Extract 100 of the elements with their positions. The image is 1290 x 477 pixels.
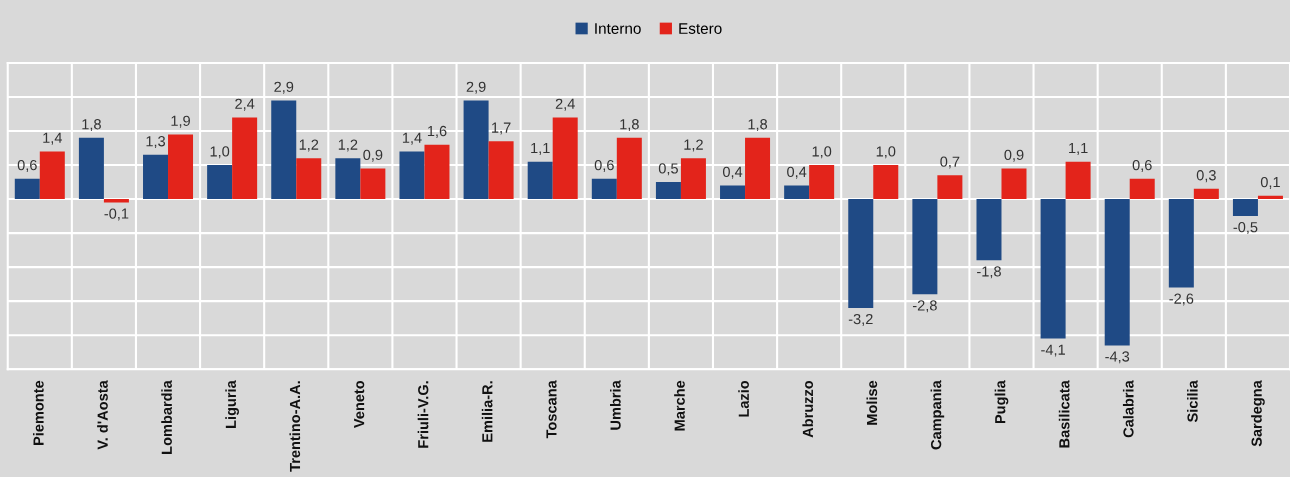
- data-label: 2,4: [235, 98, 255, 111]
- data-label: 1,4: [43, 132, 63, 145]
- x-tick-label: Emilia-R.: [481, 381, 493, 442]
- bar: [784, 185, 810, 200]
- data-label: 0,9: [363, 149, 383, 162]
- x-tick-label: Campania: [930, 380, 945, 450]
- bar: [552, 117, 578, 200]
- bar: [168, 134, 194, 200]
- x-tick-label: Liguria: [225, 380, 239, 428]
- x-tick-label: Veneto: [354, 380, 365, 429]
- data-label: -2,8: [912, 300, 937, 313]
- data-label: 1,2: [684, 139, 703, 152]
- x-tick-label: Abruzzo: [802, 380, 814, 438]
- data-label: 1,0: [210, 146, 230, 159]
- data-label: -3,2: [848, 313, 873, 326]
- bar: [14, 178, 40, 200]
- bar: [1104, 199, 1130, 346]
- bar: [296, 158, 322, 200]
- bar: [1193, 188, 1219, 200]
- bar: [745, 137, 771, 200]
- x-tick-label: Calabria: [1122, 380, 1134, 438]
- bar: [848, 199, 874, 308]
- data-label: 1,8: [82, 119, 101, 132]
- x-tick-label: Molise: [866, 380, 878, 425]
- data-label: 1,0: [812, 146, 832, 159]
- bar: [527, 161, 553, 200]
- data-label: 0,1: [1260, 176, 1280, 189]
- x-tick-label: Sardegna: [1251, 380, 1265, 447]
- data-label: -4,3: [1105, 351, 1130, 364]
- x-tick-label: Trentino-A.A.: [289, 381, 301, 472]
- data-label: 1,1: [1069, 143, 1088, 155]
- bar: [873, 165, 899, 200]
- bar: [912, 199, 938, 295]
- bar: [207, 165, 233, 200]
- x-tick-label: Marche: [674, 380, 685, 431]
- x-tick-label: Friuli-V.G.: [417, 381, 429, 448]
- data-label: 0,7: [940, 156, 960, 169]
- bar: [720, 185, 746, 200]
- x-tick-label: Sicilia: [1187, 380, 1198, 423]
- bar: [655, 182, 681, 200]
- data-label: 0,6: [17, 159, 37, 172]
- data-label: 1,2: [338, 139, 358, 152]
- bar: [1065, 161, 1091, 200]
- legend-label: Estero: [679, 23, 722, 34]
- x-tick-label: Piemonte: [33, 380, 44, 445]
- bar: [809, 165, 835, 200]
- data-label: 1,9: [171, 115, 190, 128]
- data-label: 1,4: [402, 132, 422, 145]
- data-label: 0,4: [722, 166, 743, 179]
- data-label: 1,2: [299, 139, 319, 152]
- data-label: 0,6: [1132, 159, 1152, 172]
- bar: [78, 137, 104, 200]
- bar: [39, 151, 65, 200]
- data-label: 2,4: [555, 98, 575, 111]
- bar: [463, 100, 489, 200]
- x-tick-label: Toscana: [546, 380, 557, 439]
- bar: [143, 154, 169, 200]
- bar: [488, 141, 514, 200]
- bar: [1001, 168, 1027, 200]
- data-label: 0,6: [594, 159, 614, 172]
- data-label: 1,7: [492, 122, 511, 135]
- bar: [360, 168, 386, 200]
- bar: [1129, 178, 1155, 200]
- x-tick-label: Basilicata: [1058, 380, 1070, 448]
- x-tick-label: V. d'Aosta: [97, 380, 108, 450]
- bar: [1040, 199, 1066, 339]
- data-label: -0,1: [104, 208, 129, 221]
- x-tick-label: Lazio: [738, 380, 749, 417]
- data-label: 0,5: [658, 163, 678, 176]
- bar: [399, 151, 425, 200]
- data-label: 2,9: [274, 81, 294, 94]
- data-label: 1,0: [876, 146, 896, 159]
- bar: [232, 117, 258, 200]
- bar: [680, 158, 706, 200]
- data-label: -0,5: [1233, 222, 1258, 235]
- x-tick-label: Umbria: [610, 380, 621, 430]
- data-label: 1,6: [427, 125, 447, 138]
- bar: [976, 199, 1002, 261]
- data-label: 1,1: [531, 143, 550, 155]
- bar: [937, 175, 963, 200]
- bar: [591, 178, 617, 200]
- bar: [1168, 199, 1194, 288]
- data-label: -1,8: [977, 266, 1001, 279]
- data-label: 1,8: [620, 119, 639, 132]
- data-label: 1,3: [146, 136, 166, 149]
- data-label: 0,9: [1004, 149, 1024, 162]
- bar: [424, 144, 450, 200]
- data-label: -2,6: [1169, 293, 1194, 306]
- data-label: 2,9: [466, 81, 486, 94]
- data-label: -4,1: [1041, 344, 1065, 357]
- bar: [335, 158, 361, 200]
- bar: [1232, 199, 1258, 217]
- data-label: 0,4: [787, 166, 807, 179]
- bar: [616, 137, 642, 200]
- bar: [271, 100, 297, 200]
- x-tick-label: Lombardia: [161, 380, 172, 454]
- legend-label: Interno: [595, 23, 641, 34]
- x-tick-label: Puglia: [994, 380, 1009, 424]
- data-label: 0,3: [1196, 170, 1216, 183]
- data-label: 1,8: [748, 119, 768, 132]
